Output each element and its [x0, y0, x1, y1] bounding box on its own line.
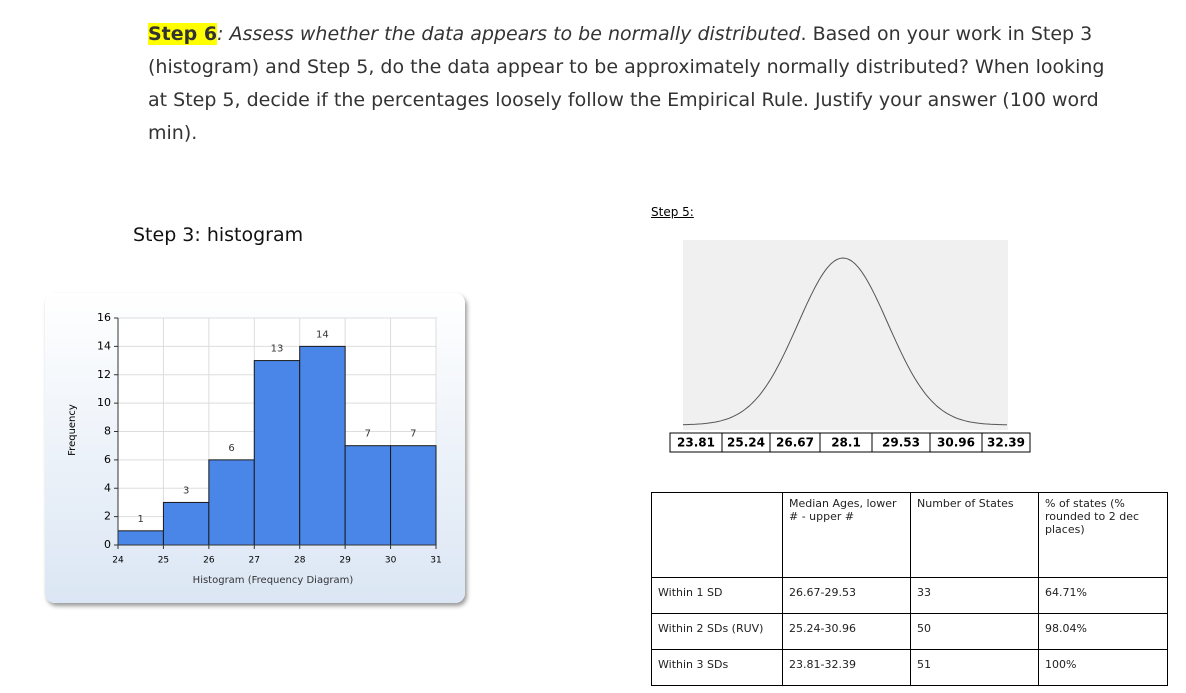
table: Median Ages, lower # - upper # Number of…	[651, 492, 1168, 686]
x-tick-label: 28	[294, 556, 306, 566]
curve-label: 23.81	[677, 436, 715, 450]
bar	[299, 345, 346, 546]
instruction-text: . Based on your work in Step 3 (histogra…	[148, 23, 1105, 144]
y-tick-label: 14	[97, 339, 111, 352]
question: : Assess whether the data appears to be …	[217, 23, 801, 45]
empty-cell	[651, 492, 783, 578]
header-cell: Number of States	[910, 492, 1039, 578]
step5-label: Step 5:	[651, 205, 694, 219]
bar	[162, 501, 210, 546]
x-tick-label: 25	[158, 556, 169, 566]
table-cell: 25.24-30.96	[782, 613, 911, 650]
header-cell: Median Ages, lower # - upper #	[782, 492, 911, 578]
x-tick-label: 27	[249, 556, 260, 566]
bar	[117, 530, 164, 546]
x-tick-label: 30	[385, 556, 397, 566]
table-cell: 100%	[1038, 649, 1168, 686]
y-tick-label: 8	[104, 425, 111, 438]
table-cell: 51	[910, 649, 1039, 686]
y-tick-label: 16	[97, 311, 111, 324]
curve-label: 30.96	[937, 436, 975, 450]
data-label: 7	[365, 429, 371, 440]
data-label: 3	[183, 485, 189, 496]
curve-label: 26.67	[776, 436, 814, 450]
y-tick-label: 10	[97, 396, 111, 409]
curve-label: 29.53	[882, 436, 920, 450]
table-cell: Within 1 SD	[651, 577, 783, 614]
table-cell: 98.04%	[1038, 613, 1168, 650]
x-tick-label: 31	[430, 556, 441, 566]
y-tick-label: 4	[104, 481, 111, 494]
x-tick-label: 29	[339, 556, 351, 566]
bar	[344, 445, 392, 546]
data-label: 7	[410, 429, 416, 440]
table-cell: 26.67-29.53	[782, 577, 911, 614]
table-cell: 50	[910, 613, 1039, 650]
y-tick-label: 0	[104, 538, 111, 551]
x-tick-label: 24	[112, 556, 124, 566]
y-tick-label: 12	[97, 368, 111, 381]
bar	[208, 459, 255, 546]
table-cell: 64.71%	[1038, 577, 1168, 614]
table-row: Within 3 SDs 23.81-32.39 51 100%	[651, 649, 1168, 686]
bar	[253, 360, 301, 546]
header-cell: % of states (% rounded to 2 dec places)	[1038, 492, 1168, 578]
x-tick-label: 26	[203, 556, 215, 566]
table-row: Within 2 SDs (RUV) 25.24-30.96 50 98.04%	[651, 613, 1168, 650]
data-label: 6	[228, 443, 234, 454]
table-cell: Within 2 SDs (RUV)	[651, 613, 783, 650]
data-label: 13	[271, 344, 284, 355]
table-cell: 23.81-32.39	[782, 649, 911, 686]
y-axis-label: Frequency	[67, 404, 78, 456]
normal-curve	[682, 257, 1008, 426]
instructions: Step 6: Assess whether the data appears …	[148, 18, 1108, 150]
curve-label: 25.24	[727, 436, 765, 450]
x-axis-label: Histogram (Frequency Diagram)	[193, 575, 354, 586]
curve-label: 32.39	[987, 436, 1025, 450]
table-row: Within 1 SD 26.67-29.53 33 64.71%	[651, 577, 1168, 614]
y-tick-label: 6	[104, 453, 111, 466]
curve-label: 28.1	[831, 436, 861, 450]
curve-background	[683, 240, 1008, 430]
table-cell: 33	[910, 577, 1039, 614]
step-label: Step 6	[148, 23, 218, 45]
step3-label: Step 3: histogram	[133, 224, 304, 246]
table-cell: Within 3 SDs	[651, 649, 783, 686]
bar	[390, 445, 437, 546]
data-label: 14	[316, 329, 329, 340]
label-strip	[669, 432, 1031, 453]
y-tick-label: 2	[104, 510, 111, 523]
data-label: 1	[138, 514, 144, 525]
